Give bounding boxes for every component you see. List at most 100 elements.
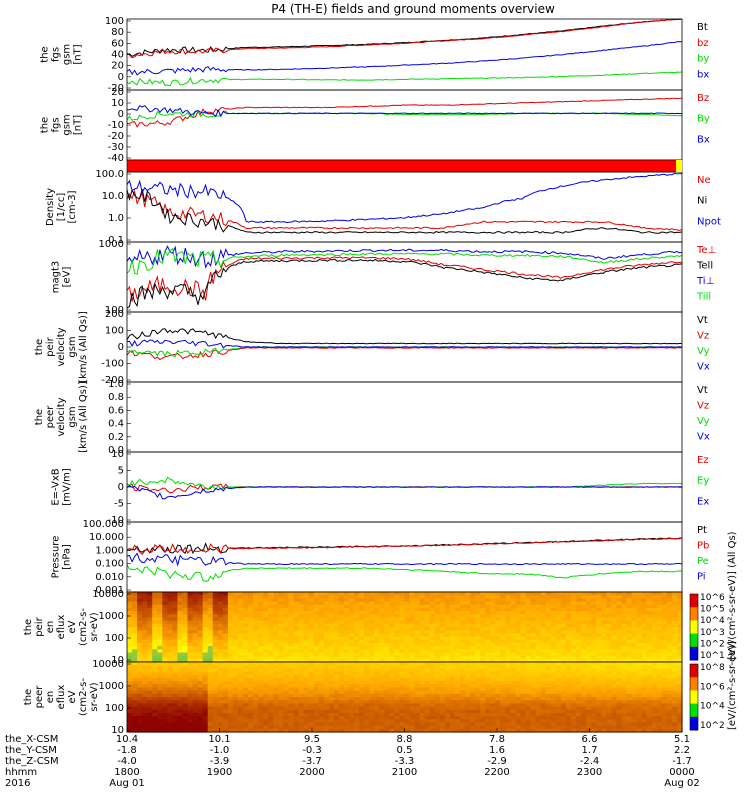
- series-line-Bz: [126, 97, 683, 128]
- y-axis-label: [nT]: [73, 115, 84, 135]
- panel-6: Vt Vz Vy Vx 1.0 0.8 0.6 0.4 0.2 0.0 the peer velocit…: [34, 379, 710, 456]
- y-axis-label: [cm-3]: [67, 190, 78, 223]
- time-tick-value: -3.7: [302, 756, 322, 767]
- y-tick-label: 0.2: [108, 432, 124, 443]
- y-tick-label: -20: [108, 131, 124, 142]
- y-tick-label: 0.010: [95, 572, 124, 583]
- y-tick-label: 10000: [92, 589, 124, 600]
- time-tick-value: -2.4: [580, 756, 600, 767]
- series-line-Vz: [126, 346, 683, 361]
- y-tick-label: 0.8: [108, 392, 124, 403]
- y-tick-label: 0: [118, 342, 124, 353]
- y-axis-label: velocity: [56, 397, 67, 436]
- time-axis-labels: the_X-CSM 10.4 10.1 9.5 8.8 7.8 6.6 5.1 the_Y-CS…: [5, 728, 700, 789]
- time-tick-value: -1.7: [672, 756, 692, 767]
- y-axis-label: [nT]: [73, 44, 84, 64]
- y-tick-label: 5: [118, 466, 124, 477]
- legend-by: by: [697, 54, 709, 65]
- time-tick-value: -4.0: [117, 756, 137, 767]
- y-tick-label: 20: [111, 61, 124, 72]
- status-bar: [127, 160, 682, 172]
- series-line-Npot: [126, 172, 683, 224]
- colorbar: 10^6 10^510^4 10^310^2 10^1 [eV/(cm²-s-sr-eV…: [689, 531, 738, 661]
- time-tick-value: 2200: [484, 767, 509, 778]
- legend-Pe: Pe: [697, 556, 709, 567]
- legend-Vt: Vt: [697, 315, 708, 326]
- y-axis-label: velocity: [56, 327, 67, 366]
- legend-bx: bx: [697, 69, 709, 80]
- figure-title: P4 (TH-E) fields and ground moments over…: [271, 2, 555, 16]
- series-line-Ex: [126, 485, 683, 500]
- y-tick-label: 10: [111, 655, 124, 666]
- y-tick-label: -200: [101, 375, 124, 386]
- panel-frame: [126, 171, 683, 243]
- colorbar-label: 10^2: [700, 639, 725, 649]
- y-tick-label: -10: [108, 120, 124, 131]
- time-tick-value: -0.3: [302, 745, 322, 756]
- y-tick-label: 0.001: [95, 585, 124, 596]
- y-axis-label: gsm: [62, 114, 73, 135]
- time-tick-value: -2.9: [487, 756, 507, 767]
- y-axis-label: magt3: [51, 261, 62, 294]
- series-line-Ne: [126, 189, 683, 232]
- y-axis-label: [km/s (All Qs)]: [78, 311, 89, 383]
- colorbar-label: 10^4: [700, 616, 725, 626]
- y-axis-label: gsm: [67, 406, 78, 427]
- legend-By: By: [697, 114, 710, 125]
- y-axis-label: eV: [67, 690, 78, 703]
- y-tick-label: -40: [108, 153, 124, 164]
- y-axis-label: the: [23, 689, 34, 705]
- y-tick-label: -5: [114, 499, 124, 510]
- colorbar-label: 10^3: [700, 628, 725, 638]
- y-tick-label: 100: [105, 16, 124, 27]
- y-axis-label: eV: [67, 620, 78, 633]
- time-tick-value: -1.8: [117, 745, 137, 756]
- y-tick-label: 10.0: [102, 191, 124, 202]
- y-tick-label: 1.000: [95, 545, 124, 556]
- y-axis-label: gsm: [62, 44, 73, 65]
- time-row-label: the_X-CSM: [5, 734, 58, 745]
- panel-frame: [126, 241, 683, 313]
- y-tick-label: 0.100: [95, 559, 124, 570]
- time-tick-value: 8.8: [397, 734, 413, 745]
- time-tick-value: 0000: [669, 767, 694, 778]
- time-tick-value: 10.4: [116, 734, 138, 745]
- y-axis-label: en: [45, 691, 56, 704]
- y-tick-label: -20: [108, 83, 124, 94]
- y-axis-label: Density: [45, 188, 56, 226]
- y-tick-label: 1.0: [108, 213, 124, 224]
- legend-Vx: Vx: [697, 362, 710, 373]
- legend-Bt: Bt: [697, 22, 708, 33]
- series-line-Ti⊥: [126, 245, 683, 269]
- time-tick-value: 1900: [207, 767, 232, 778]
- y-axis-label: gsm: [67, 336, 78, 357]
- time-tick-value: 2300: [577, 767, 602, 778]
- series-line-bz: [126, 18, 683, 59]
- legend-Npot: Npot: [697, 216, 721, 227]
- legend-Pi: Pi: [697, 572, 706, 583]
- y-axis-label: (cm2-s-: [78, 608, 89, 646]
- y-axis-label: the: [40, 46, 51, 62]
- panel-4: Te⊥ Tell Ti⊥ Till 1000 100 magt3 [eV]: [51, 239, 717, 316]
- y-axis-label: the: [34, 409, 45, 425]
- legend-Vt: Vt: [697, 385, 708, 396]
- time-tick-value: 1.7: [582, 745, 598, 756]
- y-axis-label: [eV]: [62, 267, 73, 288]
- time-tick-value: -3.9: [210, 756, 230, 767]
- time-tick-value: 0.5: [397, 745, 413, 756]
- legend-bz: bz: [697, 38, 709, 49]
- legend-Ez: Ez: [697, 455, 709, 466]
- y-axis-label: peer: [45, 405, 56, 429]
- y-tick-label: 80: [111, 27, 124, 38]
- y-tick-label: 100: [105, 703, 124, 714]
- y-tick-label: 100: [105, 305, 124, 316]
- panel-frame: [126, 521, 683, 593]
- legend-Vy: Vy: [697, 346, 710, 357]
- legend-Tell: Tell: [696, 261, 713, 272]
- time-tick-value: -3.3: [395, 756, 415, 767]
- heatmap-cells: [127, 592, 683, 663]
- legend-Te⊥: Te⊥: [696, 245, 716, 256]
